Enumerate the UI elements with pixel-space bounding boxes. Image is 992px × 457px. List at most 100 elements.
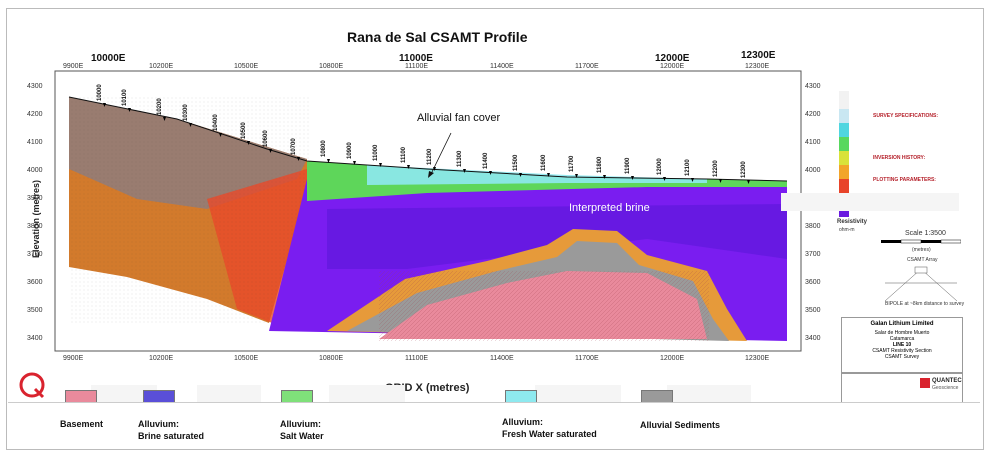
annotation-arrow [430, 132, 452, 175]
top-tick-label: 12000E [660, 63, 685, 70]
station-label: 11500 [513, 154, 519, 171]
x-tick-label: 10200E [149, 355, 174, 362]
project-line: CSAMT Survey [884, 354, 920, 360]
project-line: Catamarca [889, 336, 915, 342]
x-tick-label: 12000E [660, 355, 685, 362]
basement-hatch [379, 271, 709, 341]
y-tick-label-right: 3400 [805, 335, 821, 342]
fan-cover-annotation: Alluvial fan cover [417, 112, 501, 124]
colorbar-label: Resistivity [837, 219, 868, 225]
y-tick-label: 3800 [27, 223, 43, 230]
legend-line: Alluvial Sediments [640, 420, 721, 430]
legend-label-basement: Basement [60, 418, 103, 430]
station-label: 11700 [569, 155, 575, 172]
surface-line [68, 96, 788, 182]
contractor-name: QUANTEC [932, 378, 962, 384]
station-label: 10600 [263, 130, 269, 147]
station-label: 11400 [483, 152, 489, 169]
x-axis-title: GRID X (metres) [385, 382, 470, 394]
y-axis-title: Elevation (metres) [31, 179, 41, 259]
station-label: 10800 [321, 140, 327, 157]
station-label: 10200 [157, 98, 163, 115]
sediment-texture [69, 95, 309, 325]
x-tick-label: 12300E [745, 355, 770, 362]
y-tick-label-right: 3800 [805, 223, 821, 230]
station-label: 10100 [122, 89, 128, 106]
title-block: Galan Lithium Limited Salar de Hombre Mu… [841, 317, 963, 373]
project-line: CSAMT Resistivity Section [872, 348, 932, 354]
station-label: 11600 [541, 154, 547, 171]
top-tick-label: 11700E [575, 63, 599, 70]
y-tick-label: 3700 [27, 251, 43, 258]
y-tick-label-right: 4000 [805, 167, 821, 174]
top-tick-label: 12300E [745, 63, 770, 70]
y-tick-label-right: 3700 [805, 251, 821, 258]
project-line: LINE 10 [892, 342, 912, 348]
y-tick-label-right: 4300 [805, 83, 821, 90]
contractor-block: QUANTEC Geoscience [841, 373, 963, 405]
quantec-q-icon [19, 372, 45, 399]
y-tick-label-right: 4200 [805, 111, 821, 118]
station-label: 10700 [291, 138, 297, 155]
array-diagram [884, 266, 958, 302]
station-label: 12100 [685, 159, 691, 176]
legend-label-brine: Alluvium: Brine saturated [138, 418, 204, 442]
major-station-label: 12300E [741, 50, 776, 61]
company-name: Galan Lithium Limited [870, 321, 934, 327]
station-label: 11000 [373, 144, 379, 161]
x-tick-label: 10500E [234, 355, 259, 362]
section-plot: 10000 10100 10200 10300 10400 10500 1060… [54, 70, 802, 352]
inversion-heading: INVERSION HISTORY: [873, 155, 926, 161]
brine-dark [327, 204, 787, 269]
bipole-note: BIPOLE at ~8km distance to survey [885, 301, 965, 307]
legend-line: Alluvium: [502, 417, 544, 427]
y-tick-label: 3900 [27, 195, 43, 202]
station-label: 12300 [741, 161, 747, 178]
y-tick-label-right: 4100 [805, 139, 821, 146]
y-tick-label: 3400 [27, 335, 43, 342]
top-tick-label: 9900E [63, 63, 84, 70]
legend-label-sediments: Alluvial Sediments [640, 419, 720, 431]
survey-heading: SURVEY SPECIFICATIONS: [873, 113, 939, 119]
y-tick-label: 4300 [27, 83, 43, 90]
station-label: 11900 [625, 157, 631, 174]
x-tick-label: 11700E [575, 355, 599, 362]
station-label: 11300 [457, 150, 463, 167]
figure-title: Rana de Sal CSAMT Profile [347, 29, 528, 45]
major-station-label: 10000E [91, 53, 126, 64]
station-label: 10900 [347, 142, 353, 159]
y-tick-label: 3600 [27, 279, 43, 286]
station-label: 12200 [713, 160, 719, 177]
array-label: CSAMT Array [907, 257, 938, 263]
legend-line: Alluvium: [280, 419, 322, 429]
panel-mask [781, 193, 959, 211]
station-label: 10500 [241, 122, 247, 139]
y-tick-label-right: 3500 [805, 307, 821, 314]
contractor-sub: Geoscience [932, 385, 959, 391]
station-label: 10400 [213, 114, 219, 131]
plotting-heading: PLOTTING PARAMETERS: [873, 177, 936, 183]
scale-bar [881, 239, 961, 244]
y-tick-label: 4000 [27, 167, 43, 174]
top-tick-label: 11400E [490, 63, 514, 70]
station-label: 11800 [597, 156, 603, 173]
x-tick-label: 11100E [405, 355, 429, 362]
top-tick-label: 10500E [234, 63, 259, 70]
legend-line: Salt Water [280, 431, 324, 441]
major-station-label: 12000E [655, 53, 690, 64]
station-label: 10000 [97, 84, 103, 101]
station-label: 12000 [657, 158, 663, 175]
y-tick-label-right: 3600 [805, 279, 821, 286]
station-label: 11100 [401, 146, 407, 163]
figure-frame: Rana de Sal CSAMT Profile 10000E 11000E … [6, 8, 984, 450]
y-tick-label: 4100 [27, 139, 43, 146]
x-tick-label: 9900E [63, 355, 84, 362]
legend-label-salt-water: Alluvium: Salt Water [280, 418, 324, 442]
legend-label-fresh-water: Alluvium: Fresh Water saturated [502, 416, 597, 440]
colorbar-unit: ohm-m [839, 227, 855, 233]
quantec-logo-icon [920, 378, 930, 388]
legend-text-row [8, 402, 980, 447]
arrow-head [428, 171, 434, 178]
brine-annotation: Interpreted brine [569, 202, 650, 214]
project-line: Salar de Hombre Muerto [874, 330, 930, 336]
